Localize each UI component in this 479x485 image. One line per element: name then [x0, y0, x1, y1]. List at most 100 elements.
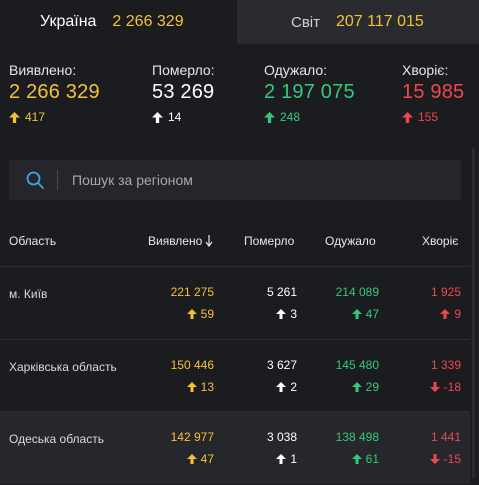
region-tabs: Україна 2 266 329 Світ 207 117 015: [0, 0, 479, 44]
col-confirmed[interactable]: Виявлено: [148, 234, 213, 248]
stat-sick: Хворіє: 15 985 155: [402, 62, 464, 124]
arrow-up-icon: [440, 309, 451, 319]
sick-delta-value: -18: [443, 380, 461, 394]
stat-sick-delta: 155: [402, 110, 464, 124]
arrow-up-icon: [402, 111, 413, 123]
sick-value: 1 441: [430, 430, 461, 444]
tab-world-value: 207 117 015: [336, 13, 424, 30]
recovered-value: 214 089: [335, 285, 379, 299]
confirmed-value: 150 446: [170, 358, 214, 372]
col-region[interactable]: Область: [9, 234, 57, 248]
arrow-up-icon: [152, 111, 163, 123]
tab-ukraine-label: Україна: [40, 13, 97, 30]
col-sick[interactable]: Хворіє: [422, 234, 459, 248]
arrow-up-icon: [276, 454, 287, 464]
cell-recovered: 145 480 29: [336, 358, 379, 394]
sick-delta-value: 9: [454, 307, 461, 321]
sick-delta: -18: [429, 380, 461, 394]
cell-deaths: 3 038 1: [267, 430, 297, 466]
table-row[interactable]: Харківська область 150 446 13 3 627 2 14…: [0, 340, 470, 412]
region-name: Одеська область: [9, 432, 104, 446]
deaths-value: 3 627: [266, 358, 297, 372]
arrow-up-icon: [276, 309, 287, 319]
arrow-up-icon: [9, 111, 20, 123]
deaths-value: 3 038: [266, 430, 297, 444]
tab-ukraine[interactable]: Україна 2 266 329: [0, 0, 237, 44]
confirmed-value: 221 275: [170, 285, 214, 299]
cell-sick: 1 339 -18: [429, 358, 461, 394]
stat-confirmed-delta: 417: [9, 110, 100, 124]
stat-deaths-label: Померло:: [152, 62, 215, 78]
stat-recovered: Одужало: 2 197 075 248: [264, 62, 355, 124]
deaths-delta-value: 3: [290, 307, 297, 321]
stat-recovered-delta: 248: [264, 110, 355, 124]
cell-recovered: 214 089 47: [336, 285, 379, 321]
divider: [0, 339, 470, 340]
confirmed-delta-value: 13: [200, 380, 214, 394]
deaths-delta: 1: [267, 452, 297, 466]
arrow-down-icon: [429, 454, 440, 464]
recovered-delta-value: 61: [365, 452, 379, 466]
deaths-delta-value: 2: [290, 380, 297, 394]
arrow-up-icon: [186, 382, 197, 392]
confirmed-value: 142 977: [170, 430, 214, 444]
stat-recovered-label: Одужало:: [264, 62, 328, 78]
divider: [0, 266, 470, 267]
arrow-up-icon: [351, 454, 362, 464]
col-recovered[interactable]: Одужало: [325, 234, 376, 248]
tab-ukraine-value: 2 266 329: [112, 13, 184, 30]
stat-deaths-delta: 14: [152, 110, 215, 124]
arrow-up-icon: [264, 111, 275, 123]
deaths-delta: 3: [267, 307, 297, 321]
stat-confirmed: Виявлено: 2 266 329 417: [9, 62, 100, 124]
recovered-value: 145 480: [335, 358, 379, 372]
summary-stats: Виявлено: 2 266 329 417 Померло: 53 269 …: [0, 44, 479, 142]
deaths-value: 5 261: [266, 285, 297, 299]
stat-sick-delta-value: 155: [418, 110, 439, 124]
stat-recovered-delta-value: 248: [280, 110, 301, 124]
arrow-up-icon: [186, 309, 197, 319]
stat-sick-label: Хворіє:: [402, 62, 449, 78]
region-name: м. Київ: [9, 287, 48, 301]
stat-sick-value: 15 985: [402, 81, 465, 103]
stat-deaths-delta-value: 14: [168, 110, 182, 124]
cell-confirmed: 221 275 59: [171, 285, 214, 321]
tab-world[interactable]: Світ 207 117 015: [237, 0, 479, 44]
recovered-delta-value: 47: [365, 307, 379, 321]
stat-deaths: Померло: 53 269 14: [152, 62, 215, 124]
search-input[interactable]: [70, 171, 461, 189]
sick-value: 1 339: [430, 358, 461, 372]
search-icon[interactable]: [25, 170, 45, 190]
col-deaths[interactable]: Померло: [244, 234, 295, 248]
deaths-delta-value: 1: [290, 452, 297, 466]
stat-confirmed-delta-value: 417: [25, 110, 46, 124]
arrow-up-icon: [351, 382, 362, 392]
table-header: Область Виявлено Померло Одужало Хворіє: [0, 222, 470, 260]
deaths-delta: 2: [267, 380, 297, 394]
confirmed-delta-value: 59: [200, 307, 214, 321]
stat-confirmed-value: 2 266 329: [9, 81, 100, 103]
recovered-delta: 29: [336, 380, 379, 394]
cell-recovered: 138 498 61: [336, 430, 379, 466]
cell-deaths: 5 261 3: [267, 285, 297, 321]
sick-delta: -15: [429, 452, 461, 466]
confirmed-delta: 59: [171, 307, 214, 321]
search-divider: [57, 170, 58, 190]
sick-delta: 9: [431, 307, 461, 321]
table-row[interactable]: Одеська область 142 977 47 3 038 1 138 4…: [0, 412, 470, 484]
tab-world-label: Світ: [291, 13, 321, 31]
confirmed-delta: 13: [171, 380, 214, 394]
stat-deaths-value: 53 269: [152, 81, 215, 103]
recovered-delta: 47: [336, 307, 379, 321]
cell-deaths: 3 627 2: [267, 358, 297, 394]
cell-confirmed: 142 977 47: [171, 430, 214, 466]
sick-delta-value: -15: [443, 452, 461, 466]
arrow-down-icon: [429, 382, 440, 392]
cell-sick: 1 441 -15: [429, 430, 461, 466]
arrow-up-icon: [351, 309, 362, 319]
col-confirmed-label: Виявлено: [148, 234, 203, 248]
confirmed-delta-value: 47: [200, 452, 214, 466]
table-row[interactable]: м. Київ 221 275 59 5 261 3 214 089 47 1 …: [0, 267, 470, 339]
scrollbar[interactable]: [472, 148, 475, 478]
search-box: [9, 160, 461, 200]
